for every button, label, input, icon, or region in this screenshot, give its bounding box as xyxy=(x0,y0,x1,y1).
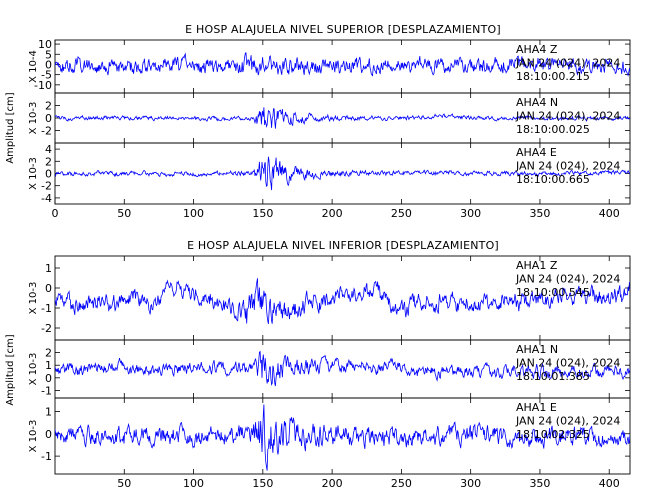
chart-superior: E HOSP ALAJUELA NIVEL SUPERIOR [DESPLAZA… xyxy=(5,23,631,220)
x-tick-label: 200 xyxy=(322,477,343,490)
waveform-line xyxy=(55,107,630,129)
y-axis-label: Amplitud [cm] xyxy=(5,334,16,405)
station-annotation: 18:10:00.665 xyxy=(516,173,590,186)
station-annotation: 18:10:01.385 xyxy=(516,370,590,383)
station-annotation: JAN 24 (024), 2024 xyxy=(515,357,620,370)
station-annotation: 18:10:02.325 xyxy=(516,428,590,441)
y-tick-label: -1 xyxy=(41,384,52,397)
station-annotation: JAN 24 (024), 2024 xyxy=(515,57,620,70)
x-tick-label: 150 xyxy=(252,477,273,490)
y-tick-label: -2 xyxy=(41,125,52,138)
station-annotation: AHA4 N xyxy=(516,96,558,109)
station-annotation: 18:10:00.545 xyxy=(516,286,590,299)
chart-title: E HOSP ALAJUELA NIVEL INFERIOR [DESPLAZA… xyxy=(187,239,499,252)
x-tick-label: 100 xyxy=(183,207,204,220)
waveform-line xyxy=(55,350,630,387)
y-tick-label: 2 xyxy=(45,100,52,113)
y-tick-label: -4 xyxy=(41,192,52,205)
scale-label: X 10-3 xyxy=(28,102,39,135)
y-tick-label: 1 xyxy=(45,359,52,372)
scale-label: X 10-3 xyxy=(28,420,39,453)
station-annotation: JAN 24 (024), 2024 xyxy=(515,110,620,123)
y-tick-label: -10 xyxy=(34,79,52,92)
waveform-line xyxy=(55,404,630,471)
x-tick-label: 300 xyxy=(460,477,481,490)
station-annotation: AHA1 N xyxy=(516,343,558,356)
x-axis: 50 100 150 200 250 300 350 400 xyxy=(117,477,619,490)
x-tick-label: 50 xyxy=(117,477,131,490)
y-tick-label: -5 xyxy=(41,69,52,82)
x-tick-label: 400 xyxy=(599,477,620,490)
y-tick-label: -1 xyxy=(41,302,52,315)
x-tick-label: 200 xyxy=(322,207,343,220)
y-tick-label: 4 xyxy=(45,143,52,156)
x-tick-label: 400 xyxy=(599,207,620,220)
station-annotation: AHA4 E xyxy=(516,146,557,159)
scale-label: X 10-4 xyxy=(28,50,39,83)
y-tick-label: 0 xyxy=(45,58,52,71)
chart-title: E HOSP ALAJUELA NIVEL SUPERIOR [DESPLAZA… xyxy=(185,23,501,36)
scale-label: X 10-3 xyxy=(28,353,39,386)
station-annotation: JAN 24 (024), 2024 xyxy=(515,160,620,173)
y-tick-label: -2 xyxy=(41,180,52,193)
y-tick-label: -2 xyxy=(41,322,52,335)
x-tick-label: 100 xyxy=(183,477,204,490)
y-axis-label: Amplitud [cm] xyxy=(5,92,16,163)
y-tick-label: 0 xyxy=(45,372,52,385)
x-axis: 0 50 100 150 200 250 300 350 400 xyxy=(52,207,620,220)
x-tick-label: 50 xyxy=(117,207,131,220)
y-tick-label: 1 xyxy=(45,262,52,275)
chart-inferior: E HOSP ALAJUELA NIVEL INFERIOR [DESPLAZA… xyxy=(5,239,631,490)
y-tick-label: 2 xyxy=(45,155,52,168)
y-tick-label: 5 xyxy=(45,48,52,61)
y-tick-label: 10 xyxy=(38,38,52,51)
x-tick-label: 350 xyxy=(529,207,550,220)
scale-label: X 10-3 xyxy=(28,282,39,315)
y-tick-label: 0 xyxy=(45,282,52,295)
station-annotation: AHA1 Z xyxy=(516,259,558,272)
y-tick-label: 0 xyxy=(45,112,52,125)
station-annotation: 18:10:00.025 xyxy=(516,123,590,136)
y-tick-label: 2 xyxy=(45,347,52,360)
y-tick-label: 0 xyxy=(45,428,52,441)
waveform-line xyxy=(55,278,630,324)
x-tick-label: 300 xyxy=(460,207,481,220)
station-annotation: JAN 24 (024), 2024 xyxy=(515,415,620,428)
x-tick-label: 150 xyxy=(252,207,273,220)
station-annotation: 18:10:00.215 xyxy=(516,70,590,83)
waveform-line xyxy=(55,52,630,77)
station-annotation: AHA4 Z xyxy=(516,43,558,56)
scale-label: X 10-3 xyxy=(28,157,39,190)
x-tick-label: 250 xyxy=(391,477,412,490)
x-tick-label: 0 xyxy=(52,207,59,220)
x-tick-label: 250 xyxy=(391,207,412,220)
y-tick-label: 1 xyxy=(45,405,52,418)
station-annotation: AHA1 E xyxy=(516,401,557,414)
y-tick-label: 0 xyxy=(45,168,52,181)
x-tick-label: 350 xyxy=(529,477,550,490)
waveform-line xyxy=(55,156,630,191)
station-annotation: JAN 24 (024), 2024 xyxy=(515,273,620,286)
y-tick-label: -1 xyxy=(41,450,52,463)
